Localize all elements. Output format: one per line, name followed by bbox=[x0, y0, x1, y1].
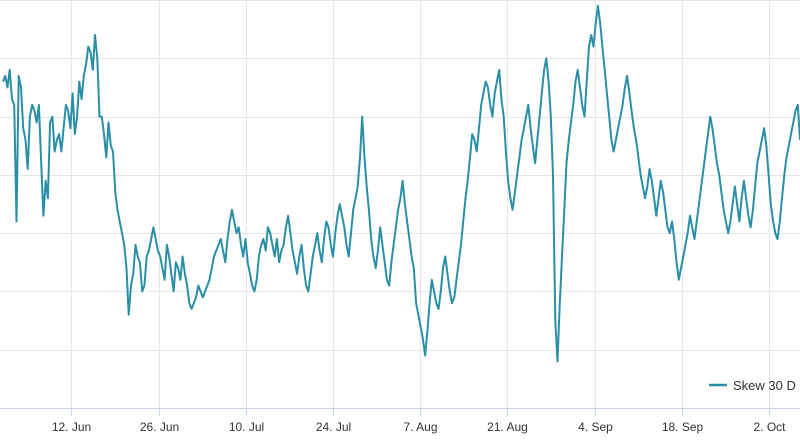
x-tick-label: 4. Sep bbox=[578, 420, 613, 434]
x-tick-label: 7. Aug bbox=[403, 420, 437, 434]
legend[interactable]: Skew 30 D bbox=[709, 378, 796, 393]
x-tick-label: 21. Aug bbox=[487, 420, 528, 434]
x-tick-label: 12. Jun bbox=[52, 420, 91, 434]
x-axis: 12. Jun 26. Jun 10. Jul 24. Jul 7. Aug 21. Au… bbox=[0, 408, 800, 434]
x-tick-label: 24. Jul bbox=[316, 420, 351, 434]
series-layer bbox=[2, 4, 800, 363]
x-tick-label: 10. Jul bbox=[229, 420, 264, 434]
x-tick-label: 26. Jun bbox=[140, 420, 179, 434]
series-line-skew-30d[interactable] bbox=[2, 4, 800, 363]
x-tick-label: 2. Oct bbox=[753, 420, 786, 434]
x-tick-label: 18. Sep bbox=[662, 420, 704, 434]
legend-label: Skew 30 D bbox=[733, 378, 796, 393]
grid-lines bbox=[0, 0, 800, 408]
